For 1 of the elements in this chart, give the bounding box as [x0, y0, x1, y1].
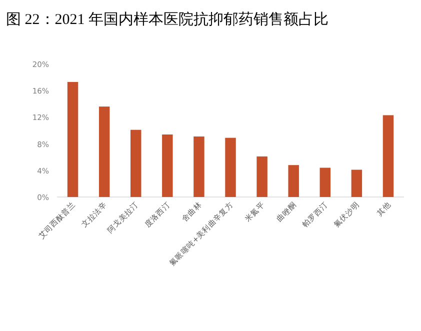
title: 图 22：2021 年国内样本医院抗抑郁药销售额占比 [6, 12, 328, 28]
